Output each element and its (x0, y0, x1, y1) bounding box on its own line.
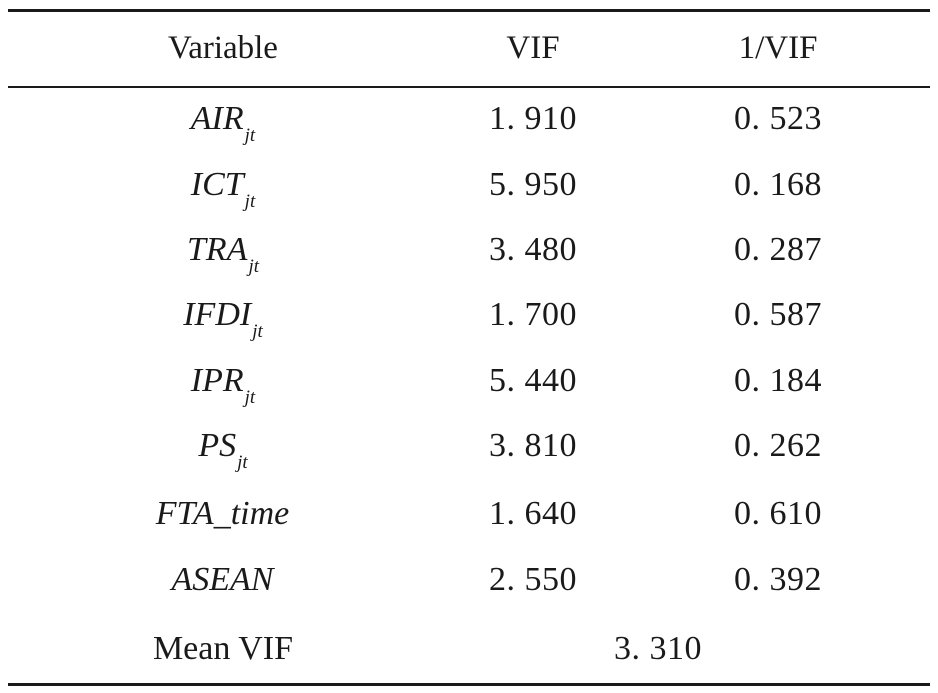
table-top-rule (8, 9, 930, 12)
table-row: PSjt 3. 810 0. 262 (8, 421, 930, 473)
mean-vif-label: Mean VIF (152, 630, 294, 667)
header-variable: Variable (168, 30, 278, 66)
variable-name: IFDI (183, 296, 252, 333)
vif-value: 1. 700 (489, 296, 577, 333)
variable-name: ASEAN (171, 561, 274, 598)
vif-value: 1. 910 (489, 100, 577, 137)
vif-table: Variable VIF 1/VIF AIRjt 1. 910 0. 523 I… (8, 0, 930, 693)
variable-subscript: jt (244, 387, 256, 408)
variable-name: TRA (186, 231, 248, 268)
variable-cell: IFDIjt (128, 290, 318, 342)
variable-name: FTA_time (155, 495, 290, 532)
variable-name: IPR (190, 362, 244, 399)
mean-vif-row: Mean VIF 3. 310 (8, 624, 930, 674)
header-vif: VIF (506, 30, 560, 66)
variable-subscript: jt (248, 256, 259, 277)
inverse-vif-value: 0. 587 (734, 296, 822, 333)
vif-value: 1. 640 (489, 495, 577, 532)
variable-cell: AIRjt (128, 94, 318, 146)
variable-subscript: jt (237, 452, 248, 473)
table-row: ASEAN 2. 550 0. 392 (8, 555, 930, 605)
variable-name: PS (198, 427, 237, 464)
variable-subscript: jt (244, 191, 256, 212)
inverse-vif-value: 0. 610 (734, 495, 822, 532)
variable-name: ICT (190, 166, 244, 203)
mean-vif-value: 3. 310 (614, 630, 702, 667)
vif-value: 5. 950 (489, 166, 577, 203)
variable-cell: ASEAN (128, 555, 318, 605)
table-row: ICTjt 5. 950 0. 168 (8, 160, 930, 212)
variable-cell: TRAjt (128, 225, 318, 277)
table-row: FTA_time 1. 640 0. 610 (8, 489, 930, 539)
table-row: IPRjt 5. 440 0. 184 (8, 356, 930, 408)
table-row: TRAjt 3. 480 0. 287 (8, 225, 930, 277)
variable-cell: PSjt (128, 421, 318, 473)
table-row: AIRjt 1. 910 0. 523 (8, 94, 930, 146)
inverse-vif-value: 0. 168 (734, 166, 822, 203)
variable-name: AIR (190, 100, 244, 137)
header-inverse-vif: 1/VIF (738, 30, 818, 66)
variable-cell: IPRjt (128, 356, 318, 408)
vif-value: 5. 440 (489, 362, 577, 399)
vif-value: 3. 810 (489, 427, 577, 464)
table-bottom-rule (8, 683, 930, 686)
vif-value: 3. 480 (489, 231, 577, 268)
table-header-row: Variable VIF 1/VIF (8, 23, 930, 73)
variable-cell: FTA_time (128, 489, 318, 539)
variable-cell: ICTjt (128, 160, 318, 212)
variable-subscript: jt (252, 321, 263, 342)
vif-value: 2. 550 (489, 561, 577, 598)
inverse-vif-value: 0. 184 (734, 362, 822, 399)
table-row: IFDIjt 1. 700 0. 587 (8, 290, 930, 342)
variable-subscript: jt (244, 125, 256, 146)
table-header-rule (8, 86, 930, 88)
inverse-vif-value: 0. 523 (734, 100, 822, 137)
inverse-vif-value: 0. 392 (734, 561, 822, 598)
inverse-vif-value: 0. 262 (734, 427, 822, 464)
inverse-vif-value: 0. 287 (734, 231, 822, 268)
